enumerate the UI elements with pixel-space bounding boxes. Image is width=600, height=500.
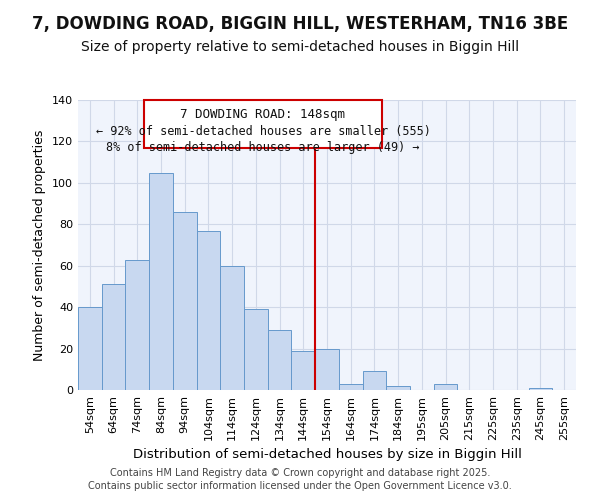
Bar [197,230,220,390]
Text: ← 92% of semi-detached houses are smaller (555): ← 92% of semi-detached houses are smalle… [95,125,430,138]
Bar [220,266,244,390]
Text: 8% of semi-detached houses are larger (49) →: 8% of semi-detached houses are larger (4… [106,142,420,154]
Bar [292,350,315,390]
Bar [78,307,102,390]
Bar [434,384,457,390]
Text: Contains HM Land Registry data © Crown copyright and database right 2025.: Contains HM Land Registry data © Crown c… [110,468,490,477]
Bar [125,260,149,390]
Bar [149,172,173,390]
Y-axis label: Number of semi-detached properties: Number of semi-detached properties [34,130,46,360]
Text: 7, DOWDING ROAD, BIGGIN HILL, WESTERHAM, TN16 3BE: 7, DOWDING ROAD, BIGGIN HILL, WESTERHAM,… [32,15,568,33]
Bar [244,309,268,390]
FancyBboxPatch shape [145,100,382,148]
Text: Contains public sector information licensed under the Open Government Licence v3: Contains public sector information licen… [88,481,512,491]
Bar [386,386,410,390]
Bar [102,284,125,390]
Text: Size of property relative to semi-detached houses in Biggin Hill: Size of property relative to semi-detach… [81,40,519,54]
X-axis label: Distribution of semi-detached houses by size in Biggin Hill: Distribution of semi-detached houses by … [133,448,521,461]
Bar [173,212,197,390]
Text: 7 DOWDING ROAD: 148sqm: 7 DOWDING ROAD: 148sqm [181,108,346,122]
Bar [268,330,292,390]
Bar [529,388,552,390]
Bar [315,348,339,390]
Bar [362,372,386,390]
Bar [339,384,362,390]
